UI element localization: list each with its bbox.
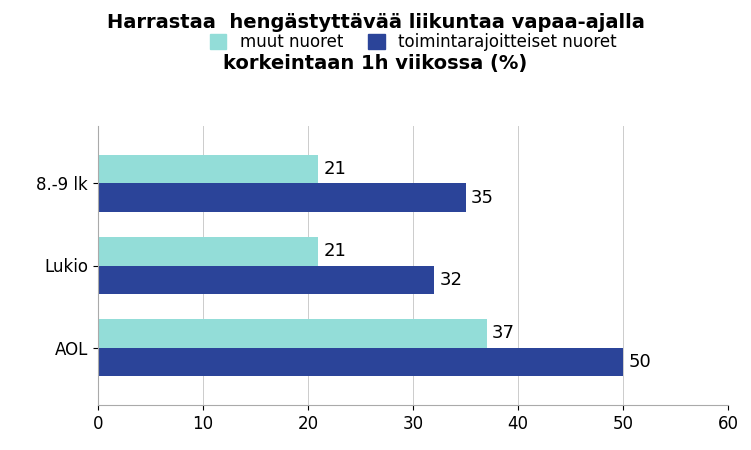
- Bar: [98, 184, 466, 212]
- Text: 21: 21: [324, 242, 346, 260]
- Bar: [98, 266, 434, 294]
- Text: Harrastaa  hengästyttävää liikuntaa vapaa-ajalla: Harrastaa hengästyttävää liikuntaa vapaa…: [107, 14, 644, 32]
- Text: 35: 35: [471, 189, 494, 207]
- Text: korkeintaan 1h viikossa (%): korkeintaan 1h viikossa (%): [223, 54, 528, 73]
- Text: 37: 37: [492, 324, 515, 342]
- Bar: [98, 347, 623, 376]
- Legend: muut nuoret, toimintarajoitteiset nuoret: muut nuoret, toimintarajoitteiset nuoret: [204, 28, 622, 56]
- Bar: [98, 319, 487, 347]
- Text: 21: 21: [324, 160, 346, 178]
- Text: 32: 32: [439, 271, 463, 289]
- Bar: [98, 237, 318, 266]
- Text: 50: 50: [629, 353, 651, 371]
- Bar: [98, 155, 318, 184]
